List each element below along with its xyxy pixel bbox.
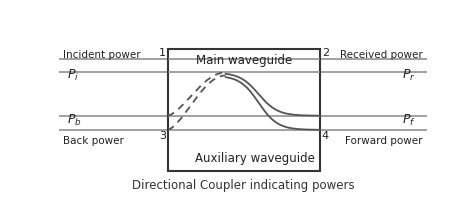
Text: $P_r$: $P_r$	[402, 68, 416, 83]
Text: Main waveguide: Main waveguide	[196, 54, 292, 67]
Text: 3: 3	[159, 131, 166, 141]
Text: $P_i$: $P_i$	[66, 68, 79, 83]
Bar	[168, 49, 320, 171]
Text: $P_f$: $P_f$	[402, 113, 416, 128]
Text: Auxiliary waveguide: Auxiliary waveguide	[195, 152, 315, 165]
Text: Directional Coupler indicating powers: Directional Coupler indicating powers	[132, 179, 354, 192]
Text: $P_b$: $P_b$	[66, 113, 81, 128]
Text: 2: 2	[322, 48, 329, 58]
Text: Back power: Back power	[63, 136, 124, 146]
Text: Received power: Received power	[340, 50, 423, 60]
Text: Incident power: Incident power	[63, 50, 141, 60]
Text: 1: 1	[159, 48, 166, 58]
Text: 4: 4	[322, 131, 329, 141]
Text: Forward power: Forward power	[346, 136, 423, 146]
